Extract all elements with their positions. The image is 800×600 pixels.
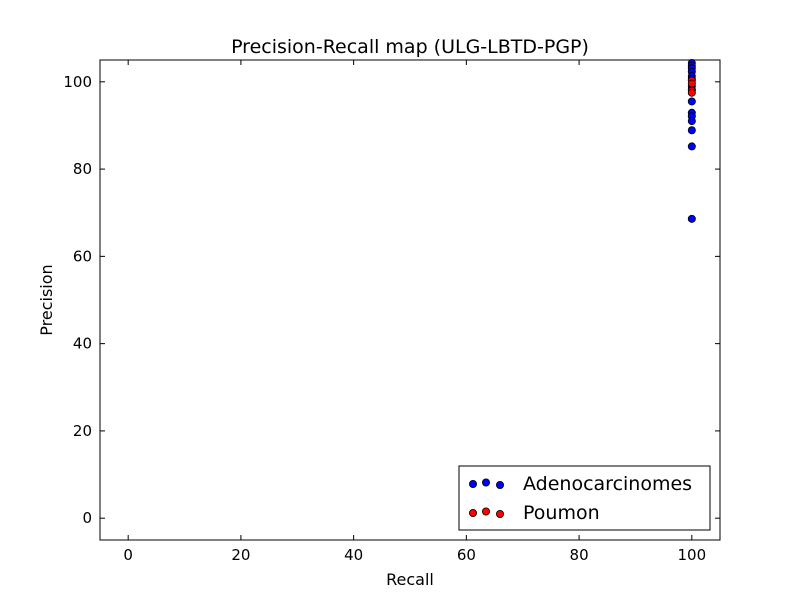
axes-frame [99, 59, 721, 541]
y-tick-label: 40 [73, 335, 92, 353]
legend-label-poumon: Poumon [523, 502, 600, 524]
point-adenocarcinomes [687, 126, 696, 135]
axis-ticks: 0 20 40 60 80 100 0 20 40 60 80 100 [63, 60, 720, 564]
point-adenocarcinomes [687, 117, 696, 126]
point-poumon [687, 79, 696, 88]
x-tick-label: 100 [677, 546, 706, 564]
legend-marker-poumon [495, 509, 504, 518]
x-tick-label: 60 [457, 546, 476, 564]
legend-box [458, 465, 711, 531]
y-tick-label: 80 [73, 160, 92, 178]
x-axis-label: Recall [386, 570, 434, 589]
legend-marker-poumon [468, 508, 477, 517]
y-tick-label: 100 [63, 73, 92, 91]
legend-marker-poumon [481, 507, 490, 516]
legend-marker-adenocarcinomes [481, 478, 490, 487]
y-tick-label: 20 [73, 422, 92, 440]
point-poumon [687, 88, 696, 97]
legend-marker-adenocarcinomes [495, 480, 504, 489]
y-axis-label: Precision [37, 264, 56, 335]
x-tick-label: 20 [231, 546, 250, 564]
x-tick-label: 80 [570, 546, 589, 564]
legend-marker-adenocarcinomes [468, 479, 477, 488]
y-tick-label: 0 [82, 509, 92, 527]
chart-title: Precision-Recall map (ULG-LBTD-PGP) [231, 36, 589, 58]
legend-entries: Adenocarcinomes Poumon [468, 473, 692, 524]
legend-label-adenocarcinomes: Adenocarcinomes [523, 473, 692, 495]
point-adenocarcinomes [687, 97, 696, 106]
plot-area [99, 59, 721, 541]
point-adenocarcinomes [687, 214, 696, 223]
y-tick-label: 60 [73, 247, 92, 265]
legend: Adenocarcinomes Poumon [458, 465, 711, 531]
x-tick-label: 40 [344, 546, 363, 564]
point-adenocarcinomes [687, 142, 696, 151]
x-tick-label: 0 [123, 546, 133, 564]
scatter-points [687, 59, 696, 223]
